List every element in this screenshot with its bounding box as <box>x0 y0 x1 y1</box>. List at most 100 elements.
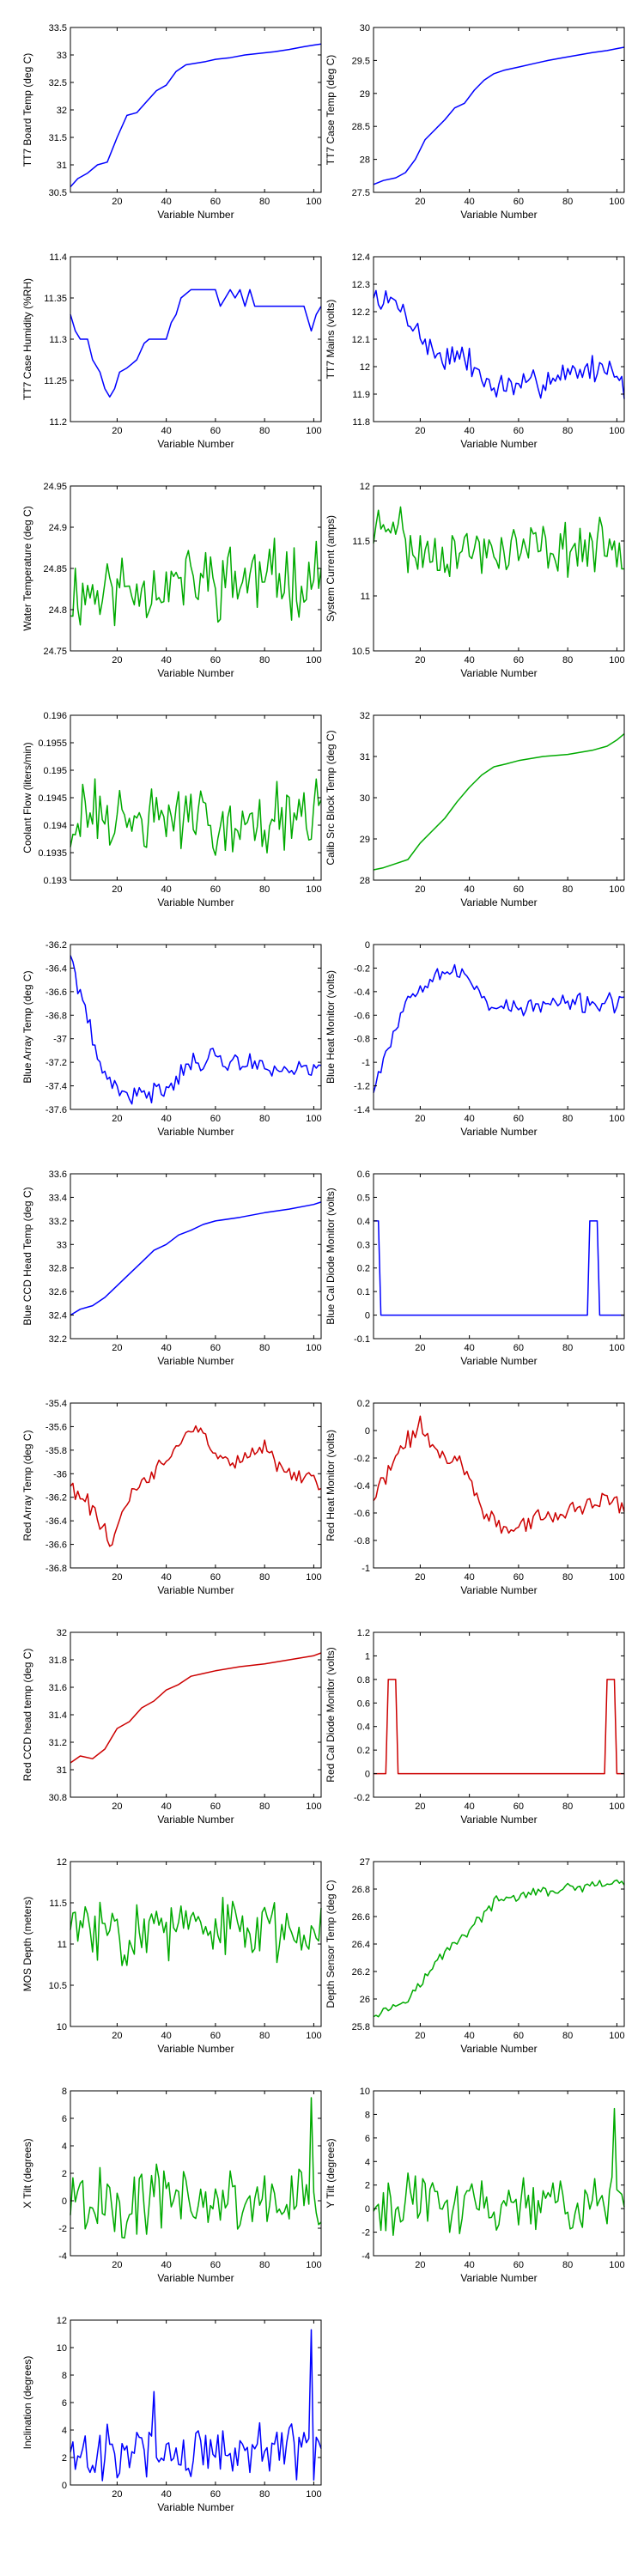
y-axis-label: Blue CCD Head Temp (deg C) <box>21 1187 33 1325</box>
y-tick-label: 0.4 <box>357 1217 370 1227</box>
axes-box <box>373 1173 625 1340</box>
x-axis-label: Variable Number <box>157 1814 234 1826</box>
y-tick-label: -4 <box>58 2251 67 2262</box>
x-axis-label: Variable Number <box>460 667 537 679</box>
y-tick-label: -37.2 <box>46 1058 67 1068</box>
y-tick-label: 11 <box>361 592 370 602</box>
x-tick-label: 80 <box>259 426 270 436</box>
axes-box <box>70 2090 322 2257</box>
x-tick-label: 60 <box>210 1572 221 1583</box>
x-tick-label: 100 <box>306 2031 321 2041</box>
x-axis-label: Variable Number <box>157 667 234 679</box>
y-tick-label: 32 <box>57 1628 67 1638</box>
x-axis-label: Variable Number <box>460 1126 537 1138</box>
y-tick-label: 26.4 <box>352 1940 370 1950</box>
x-tick-label: 100 <box>306 426 321 436</box>
x-tick-label: 40 <box>161 1114 172 1124</box>
y-tick-label: 32 <box>360 711 370 721</box>
y-tick-label: 10 <box>360 2087 370 2097</box>
y-tick-label: 0.5 <box>357 1193 370 1203</box>
x-tick-label: 40 <box>161 1572 172 1583</box>
axes-box <box>373 1631 625 1798</box>
y-tick-label: 0 <box>365 2204 370 2215</box>
y-tick-label: 0 <box>62 2196 67 2207</box>
x-tick-label: 60 <box>210 2489 221 2500</box>
x-axis-label: Variable Number <box>460 438 537 450</box>
y-tick-label: 31.4 <box>49 1710 67 1721</box>
y-tick-label: 24.95 <box>43 482 67 492</box>
x-tick-label: 40 <box>161 1343 172 1353</box>
y-tick-label: -0.6 <box>354 1509 370 1519</box>
x-tick-label: 80 <box>259 2031 270 2041</box>
series-line <box>70 1896 322 1966</box>
x-tick-label: 80 <box>562 884 573 895</box>
y-tick-label: 0.2 <box>357 1399 370 1409</box>
x-tick-label: 40 <box>161 2489 172 2500</box>
y-tick-label: -35.6 <box>46 1422 67 1432</box>
subplot-4: 20 40 60 80 100 11.8 11.9 12 12.1 12.2 12.3 12.4 Var… <box>325 252 625 450</box>
x-tick-label: 80 <box>259 2489 270 2500</box>
x-tick-label: 100 <box>306 2489 321 2500</box>
y-tick-label: 11.5 <box>49 1899 67 1909</box>
x-tick-label: 80 <box>562 426 573 436</box>
x-tick-label: 20 <box>112 1343 122 1353</box>
series-line <box>70 955 322 1105</box>
y-tick-label: 32.5 <box>49 78 67 88</box>
x-axis-label: Variable Number <box>157 1355 234 1367</box>
x-tick-label: 20 <box>415 2260 425 2270</box>
y-tick-label: -36.4 <box>46 963 67 974</box>
y-tick-label: -1 <box>361 1058 370 1068</box>
series-line <box>70 2329 322 2482</box>
subplot-1: 20 40 60 80 100 30.5 31 31.5 32 32.5 33 33.5 Variabl… <box>21 23 322 221</box>
y-tick-label: -36 <box>53 1469 67 1479</box>
y-tick-label: 0.2 <box>357 1264 370 1274</box>
x-tick-label: 80 <box>259 197 270 207</box>
y-tick-label: 0.195 <box>43 766 67 776</box>
x-tick-label: 60 <box>513 1801 524 1812</box>
x-tick-label: 100 <box>306 655 321 665</box>
x-axis-label: Variable Number <box>157 2501 234 2513</box>
x-tick-label: 40 <box>161 426 172 436</box>
x-tick-label: 20 <box>415 197 425 207</box>
series-line <box>373 506 624 578</box>
y-tick-label: 12 <box>57 2316 67 2326</box>
y-tick-label: 30.8 <box>49 1793 67 1803</box>
y-tick-label: -35.4 <box>46 1399 67 1409</box>
subplot-11: 20 40 60 80 100 32.2 32.4 32.6 32.8 33 33.2 33.4 33.… <box>21 1170 322 1367</box>
y-tick-label: -36.2 <box>46 1493 67 1504</box>
axes-box <box>373 1402 625 1569</box>
x-tick-label: 100 <box>609 1343 624 1353</box>
y-tick-label: 6 <box>62 2114 67 2124</box>
y-tick-label: -1 <box>361 1564 370 1574</box>
series-line <box>373 733 625 871</box>
y-axis-label: Coolant Flow (liters/min) <box>21 742 33 853</box>
y-tick-label: 10.5 <box>49 1981 67 1991</box>
x-tick-label: 40 <box>161 884 172 895</box>
y-tick-label: 4 <box>62 2142 67 2152</box>
y-tick-label: 29.5 <box>352 56 370 66</box>
x-tick-label: 20 <box>415 655 425 665</box>
y-axis-label: X Tilt (degrees) <box>21 2138 33 2208</box>
y-tick-label: 33.6 <box>49 1170 67 1180</box>
x-tick-label: 60 <box>210 655 221 665</box>
x-tick-label: 80 <box>562 1114 573 1124</box>
y-tick-label: -0.8 <box>354 1035 370 1045</box>
x-tick-label: 100 <box>609 2260 624 2270</box>
x-axis-label: Variable Number <box>157 2272 234 2284</box>
x-tick-label: 80 <box>562 655 573 665</box>
y-tick-label: -2 <box>361 2228 370 2239</box>
x-tick-label: 60 <box>210 2031 221 2041</box>
x-tick-label: 20 <box>112 197 122 207</box>
x-axis-label: Variable Number <box>460 2043 537 2055</box>
x-axis-label: Variable Number <box>460 896 537 908</box>
y-axis-label: MOS Depth (meters) <box>21 1897 33 1992</box>
y-tick-label: 11.4 <box>49 252 67 263</box>
y-tick-label: 4 <box>62 2426 67 2436</box>
y-tick-label: 26 <box>360 1995 370 2005</box>
y-tick-label: 24.9 <box>49 523 67 533</box>
axes-box <box>70 27 322 193</box>
y-tick-label: 0 <box>365 1311 370 1321</box>
x-tick-label: 60 <box>513 426 524 436</box>
y-tick-label: 27.5 <box>352 188 370 198</box>
